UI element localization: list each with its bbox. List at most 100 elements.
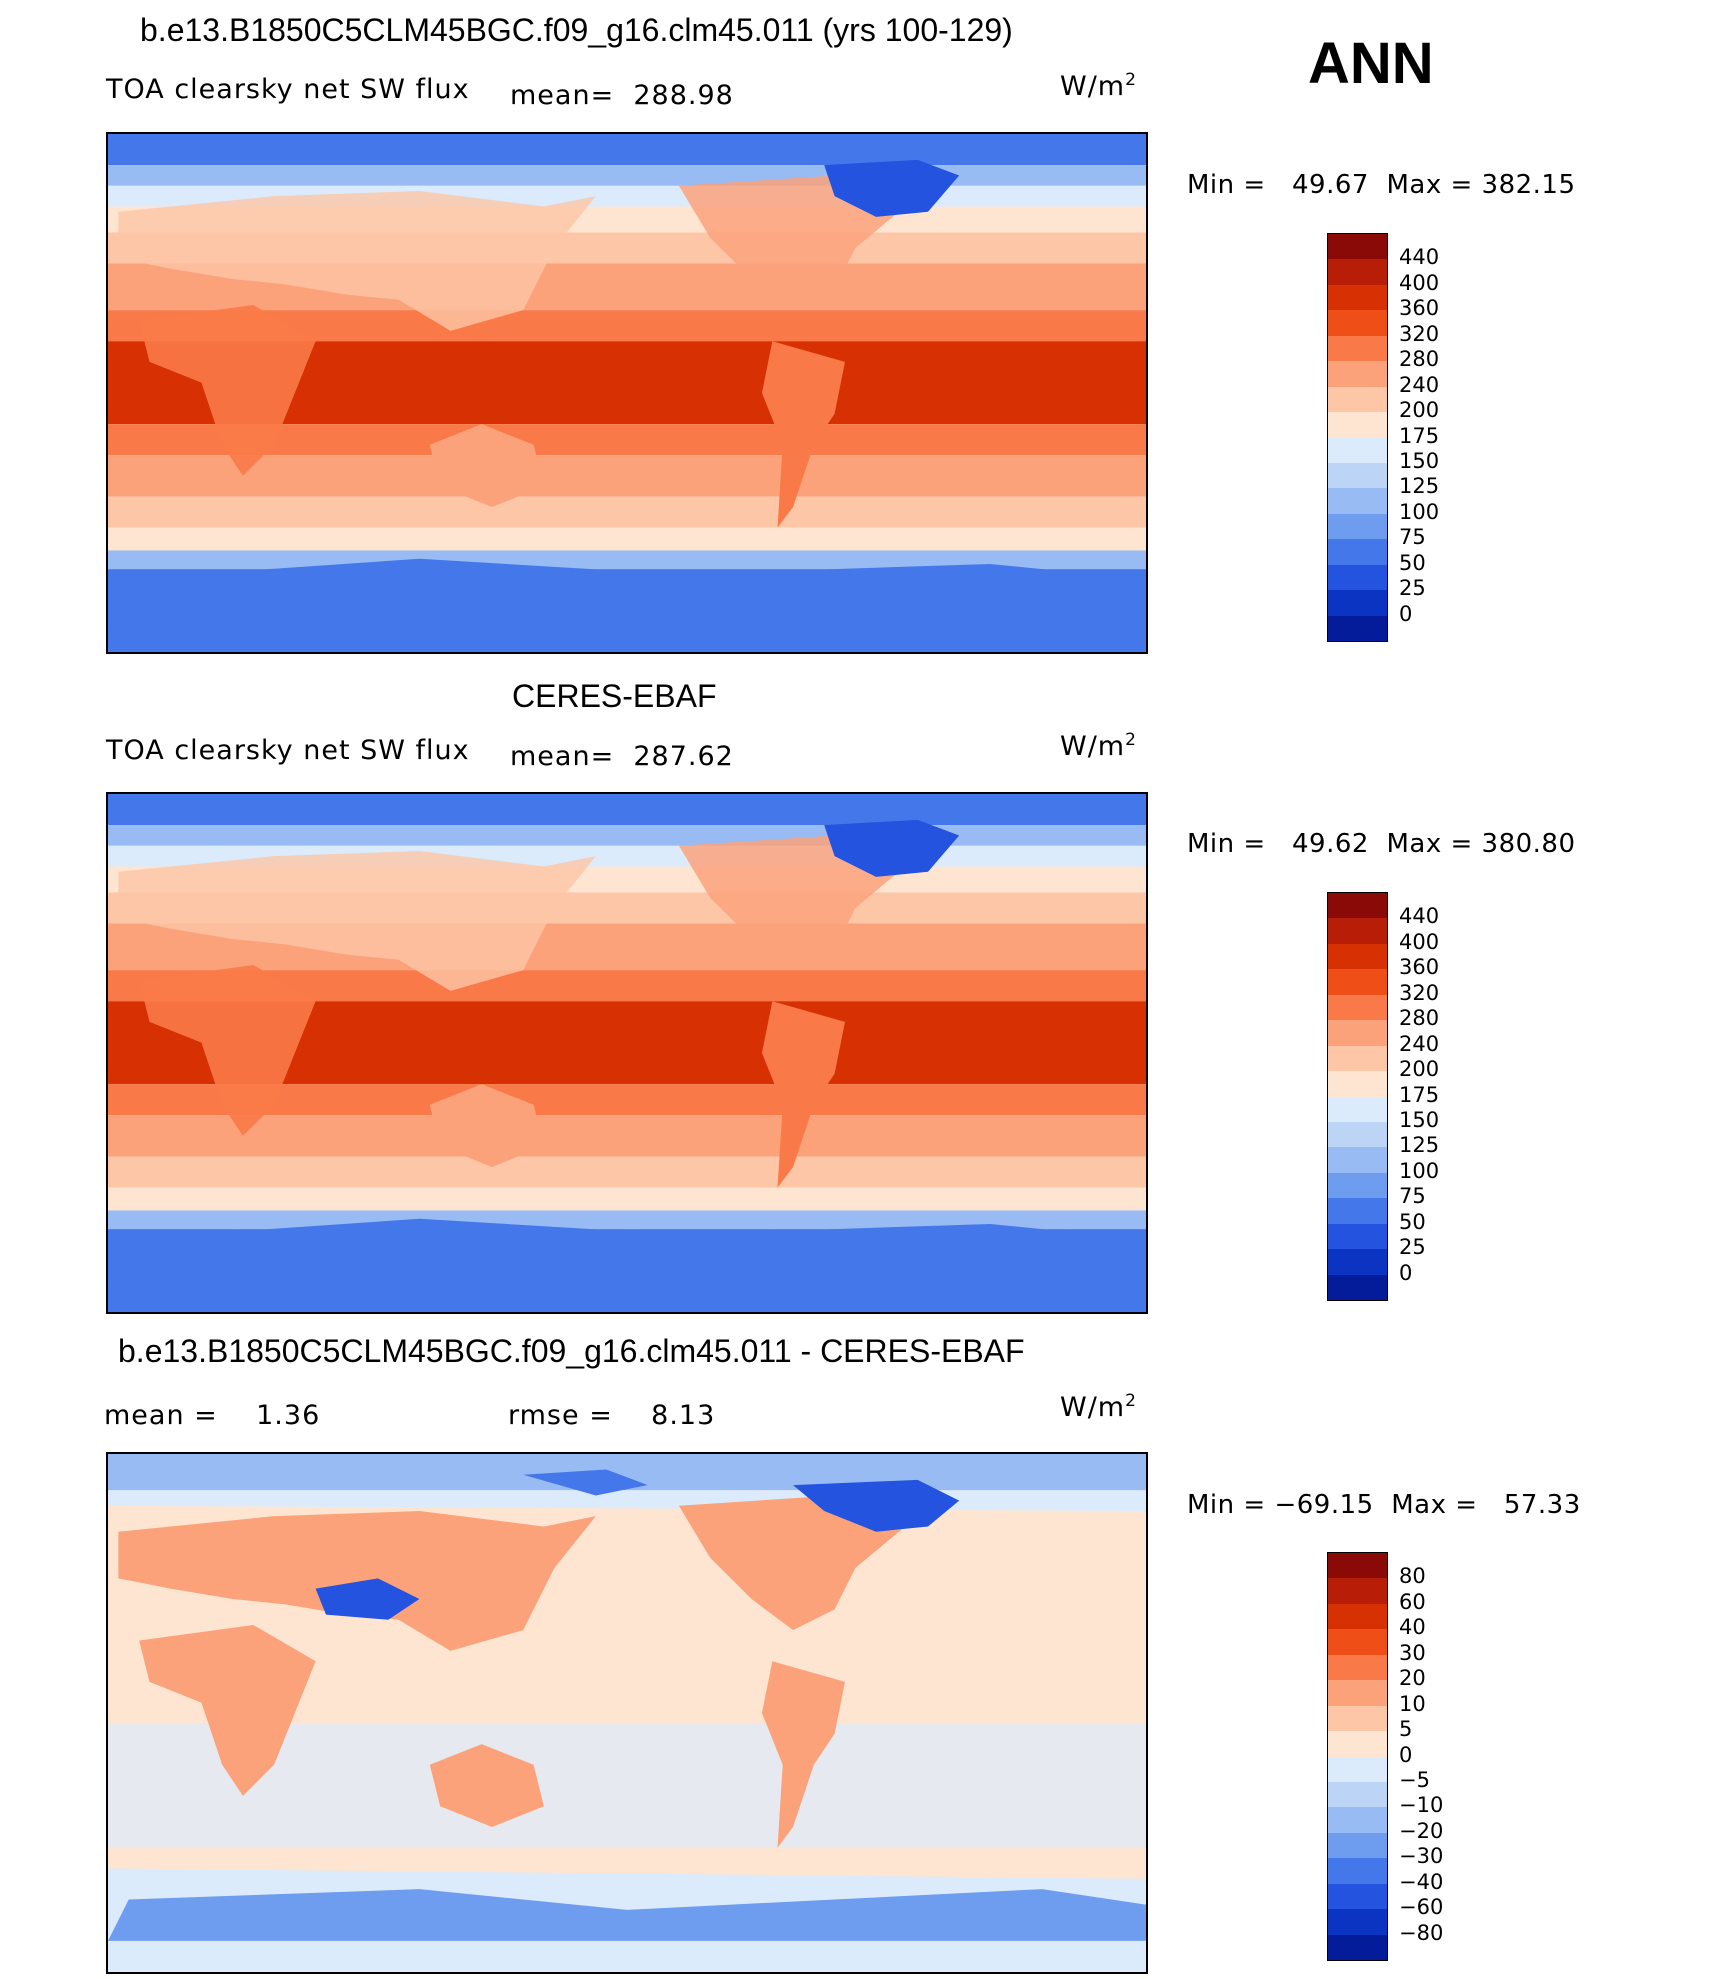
panel2-units-label: W/m: [1060, 731, 1126, 762]
panel3-colorbar: [1327, 1552, 1388, 1961]
colorbar-tick-label: 10: [1399, 1691, 1426, 1716]
colorbar-tick-label: −40: [1399, 1869, 1444, 1894]
colorbar-tick-label: 320: [1399, 980, 1440, 1005]
panel2-mean: mean= 287.62: [510, 741, 734, 772]
colorbar-swatch: [1328, 412, 1387, 438]
colorbar-tick-label: 360: [1399, 296, 1440, 321]
colorbar-swatch: [1328, 1807, 1387, 1833]
panel3-units-label: W/m: [1060, 1392, 1126, 1423]
colorbar-swatch: [1328, 1731, 1387, 1757]
colorbar-swatch: [1328, 1629, 1387, 1655]
panel3-mean: mean = 1.36: [104, 1400, 320, 1431]
panel1-max-label: Max =: [1386, 170, 1473, 200]
colorbar-swatch: [1328, 1858, 1387, 1884]
panel2-units: W/m2: [1060, 730, 1137, 762]
panel3-title: b.e13.B1850C5CLM45BGC.f09_g16.clm45.011 …: [118, 1333, 1025, 1369]
colorbar-swatch: [1328, 1121, 1387, 1148]
panel1-units-label: W/m: [1060, 71, 1126, 102]
colorbar-swatch: [1328, 1680, 1387, 1706]
colorbar-swatch: [1328, 1578, 1387, 1604]
colorbar-swatch: [1328, 1883, 1387, 1910]
colorbar-tick-label: 5: [1399, 1717, 1413, 1742]
colorbar-swatch: [1328, 513, 1387, 540]
panel2-min-label: Min =: [1187, 829, 1266, 859]
panel2-mean-label: mean=: [510, 741, 615, 772]
colorbar-tick-label: 280: [1399, 1006, 1440, 1031]
colorbar-tick-label: 280: [1399, 347, 1440, 372]
colorbar-swatch: [1328, 1045, 1387, 1072]
colorbar-tick-label: 440: [1399, 904, 1440, 929]
colorbar-tick-label: 75: [1399, 525, 1426, 550]
colorbar-swatch: [1328, 1781, 1387, 1808]
panel3-max-label: Max =: [1391, 1490, 1478, 1520]
colorbar-tick-label: 60: [1399, 1589, 1426, 1614]
colorbar-tick-label: 125: [1399, 474, 1440, 499]
panel2-map-svg: [108, 794, 1146, 1312]
colorbar-swatch: [1328, 918, 1387, 944]
colorbar-swatch: [1328, 1172, 1387, 1199]
colorbar-swatch: [1328, 564, 1387, 591]
colorbar-tick-label: 40: [1399, 1615, 1426, 1640]
colorbar-tick-label: 80: [1399, 1564, 1426, 1589]
colorbar-swatch: [1328, 1603, 1387, 1630]
colorbar-swatch: [1328, 310, 1387, 336]
panel1-mean: mean= 288.98: [510, 80, 734, 111]
panel2-max-label: Max =: [1386, 829, 1473, 859]
colorbar-swatch: [1328, 1020, 1387, 1046]
colorbar-swatch: [1328, 361, 1387, 387]
panel1-mean-value: 288.98: [633, 80, 734, 111]
colorbar-swatch: [1328, 1274, 1387, 1300]
colorbar-swatch: [1328, 284, 1387, 311]
colorbar-tick-label: −30: [1399, 1844, 1444, 1869]
panel1-colorbar: [1327, 233, 1388, 642]
panel1-mean-label: mean=: [510, 80, 615, 111]
colorbar-swatch: [1328, 1832, 1387, 1859]
panel1-units: W/m2: [1060, 70, 1137, 102]
colorbar-swatch: [1328, 437, 1387, 463]
colorbar-swatch: [1328, 1223, 1387, 1250]
panel1-min-value: 49.67: [1291, 170, 1369, 200]
colorbar-tick-label: 360: [1399, 955, 1440, 980]
colorbar-tick-label: 200: [1399, 398, 1440, 423]
panel1-variable: TOA clearsky net SW flux: [106, 74, 470, 105]
colorbar-swatch: [1328, 590, 1387, 616]
panel2-min-value: 49.62: [1291, 829, 1369, 859]
panel2-mean-value: 287.62: [633, 741, 734, 772]
panel3-units: W/m2: [1060, 1391, 1137, 1423]
colorbar-tick-label: 400: [1399, 929, 1440, 954]
colorbar-tick-label: 25: [1399, 1235, 1426, 1260]
panel3-mean-value: 1.36: [256, 1400, 321, 1431]
colorbar-tick-label: 200: [1399, 1057, 1440, 1082]
panel2-map: [106, 792, 1148, 1314]
panel1-map-svg: [108, 134, 1146, 652]
colorbar-tick-label: 175: [1399, 423, 1440, 448]
colorbar-swatch: [1328, 1147, 1387, 1173]
colorbar-swatch: [1328, 259, 1387, 285]
colorbar-swatch: [1328, 1934, 1387, 1960]
colorbar-tick-label: −20: [1399, 1818, 1444, 1843]
panel3-rmse: rmse = 8.13: [508, 1400, 715, 1431]
panel3-mean-label: mean =: [104, 1400, 218, 1431]
colorbar-tick-label: 25: [1399, 576, 1426, 601]
panel3-units-exp: 2: [1125, 1391, 1137, 1411]
panel3-rmse-value: 8.13: [651, 1400, 716, 1431]
panel3-min-value: −69.15: [1274, 1490, 1374, 1520]
colorbar-swatch: [1328, 488, 1387, 514]
colorbar-tick-label: 125: [1399, 1133, 1440, 1158]
colorbar-tick-label: 30: [1399, 1640, 1426, 1665]
colorbar-swatch: [1328, 943, 1387, 970]
colorbar-tick-label: 0: [1399, 1260, 1413, 1285]
colorbar-swatch: [1328, 462, 1387, 489]
colorbar-swatch: [1328, 1705, 1387, 1732]
colorbar-swatch: [1328, 335, 1387, 362]
colorbar-tick-label: −60: [1399, 1895, 1444, 1920]
panel1-max-value: 382.15: [1481, 170, 1576, 200]
colorbar-swatch: [1328, 1756, 1387, 1782]
panel3-map-svg: [108, 1454, 1146, 1972]
colorbar-swatch: [1328, 539, 1387, 565]
colorbar-tick-label: 20: [1399, 1666, 1426, 1691]
colorbar-swatch: [1328, 969, 1387, 995]
colorbar-tick-label: 240: [1399, 1031, 1440, 1056]
panel2-max-value: 380.80: [1481, 829, 1576, 859]
colorbar-tick-label: 175: [1399, 1082, 1440, 1107]
